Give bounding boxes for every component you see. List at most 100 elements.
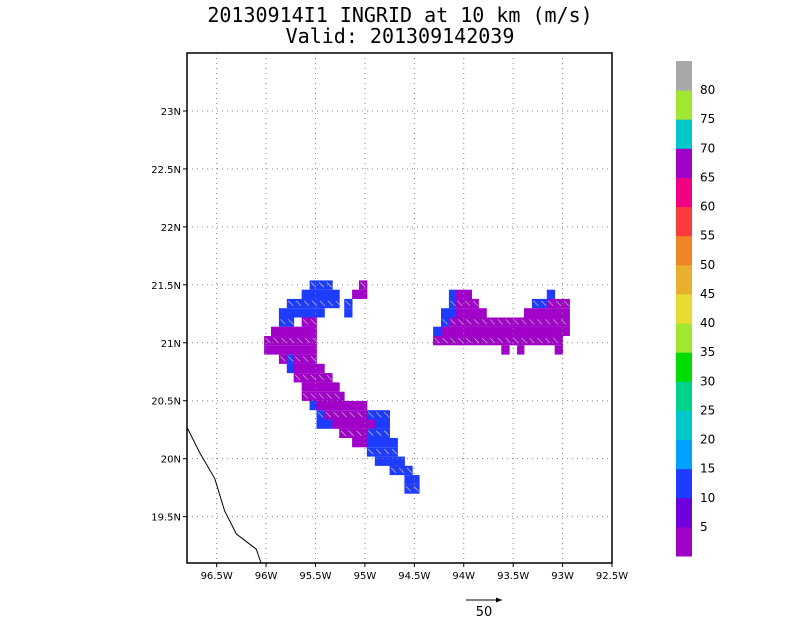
wind-cell bbox=[366, 447, 398, 457]
wind-arrow bbox=[442, 337, 448, 344]
wind-cell bbox=[433, 336, 563, 346]
wind-cell bbox=[554, 345, 563, 355]
wind-cell bbox=[517, 345, 525, 355]
wind-arrow bbox=[310, 282, 317, 288]
colorbar-segment bbox=[676, 381, 692, 411]
wind-cell bbox=[441, 308, 457, 318]
wind-arrow bbox=[310, 374, 317, 381]
colorbar-label: 45 bbox=[700, 287, 715, 301]
colorbar-label: 70 bbox=[700, 141, 715, 155]
wind-arrow bbox=[465, 337, 472, 344]
y-tick-label: 21N bbox=[161, 339, 181, 350]
wind-arrow bbox=[319, 300, 326, 307]
wind-cell bbox=[339, 428, 368, 438]
wind-arrow bbox=[375, 430, 382, 436]
wind-arrow bbox=[326, 393, 333, 399]
wind-arrow bbox=[375, 448, 382, 455]
wind-arrow bbox=[281, 337, 287, 344]
colorbar-segment bbox=[676, 439, 692, 470]
wind-arrow bbox=[383, 430, 390, 436]
wind-cell bbox=[448, 317, 570, 327]
wind-arrow bbox=[406, 467, 413, 474]
wind-cell bbox=[278, 308, 325, 318]
wind-arrow bbox=[341, 411, 347, 418]
wind-cell bbox=[286, 363, 295, 374]
wind-cell bbox=[455, 289, 472, 299]
wind-arrow bbox=[541, 300, 547, 307]
wind-arrow bbox=[289, 337, 295, 344]
colorbar-label: 30 bbox=[700, 374, 715, 388]
wind-arrow bbox=[294, 356, 301, 362]
wind-arrow bbox=[552, 319, 559, 325]
colorbar-label: 55 bbox=[700, 229, 715, 243]
wind-cell bbox=[546, 298, 563, 309]
wind-cell bbox=[352, 289, 368, 299]
wind-arrow bbox=[552, 337, 559, 344]
wind-arrow bbox=[295, 300, 302, 307]
wind-cell bbox=[301, 317, 317, 327]
colorbar-segment bbox=[676, 235, 692, 266]
x-tick-label: 94.5W bbox=[398, 571, 430, 582]
colorbar-segment bbox=[676, 526, 692, 557]
wind-arrow bbox=[481, 337, 488, 344]
wind-cell bbox=[374, 456, 405, 466]
wind-arrow bbox=[280, 319, 286, 325]
plot-frame bbox=[186, 52, 613, 564]
reference-vector-arrowhead bbox=[496, 597, 502, 603]
wind-arrow bbox=[497, 319, 504, 325]
wind-arrow bbox=[383, 411, 390, 418]
x-tick-label: 93W bbox=[551, 571, 574, 582]
wind-arrow bbox=[302, 393, 309, 399]
wind-cell bbox=[344, 308, 353, 318]
wind-cell bbox=[332, 419, 376, 429]
colorbar-segment bbox=[676, 497, 692, 528]
colorbar-label: 80 bbox=[700, 83, 715, 97]
wind-cell bbox=[546, 289, 556, 299]
x-tick-label: 96W bbox=[255, 571, 278, 582]
wind-cell bbox=[286, 298, 340, 309]
lat-lon-grid bbox=[187, 53, 612, 563]
wind-arrow bbox=[318, 282, 325, 288]
colorbar-label: 75 bbox=[700, 112, 715, 126]
y-tick-label: 20N bbox=[161, 455, 181, 466]
wind-arrow bbox=[513, 337, 519, 344]
wind-arrow bbox=[489, 319, 496, 325]
wind-arrow bbox=[545, 337, 551, 344]
wind-arrow bbox=[356, 430, 362, 436]
wind-cell bbox=[366, 438, 398, 448]
wind-arrow bbox=[357, 411, 363, 418]
wind-arrow bbox=[489, 337, 496, 344]
wind-arrow bbox=[326, 374, 333, 381]
wind-cell bbox=[316, 419, 333, 429]
wind-arrow bbox=[464, 300, 471, 307]
wind-arrow bbox=[413, 486, 420, 492]
wind-cell bbox=[433, 326, 442, 336]
wind-cell bbox=[264, 336, 317, 346]
colorbar-segment bbox=[676, 264, 692, 295]
wind-arrow bbox=[547, 300, 554, 307]
y-axis-ticks: 19.5N 20N 20.5N 21N 21.5N 22N 22.5N 23N bbox=[151, 107, 187, 524]
x-tick-label: 93.5W bbox=[497, 571, 529, 582]
wind-arrow bbox=[310, 356, 317, 362]
wind-cell bbox=[455, 308, 487, 318]
wind-arrow bbox=[450, 337, 456, 344]
x-tick-label: 94W bbox=[452, 571, 475, 582]
x-tick-label: 95.5W bbox=[299, 571, 331, 582]
wind-arrow bbox=[472, 300, 479, 307]
wind-arrow bbox=[311, 300, 318, 307]
chart-title: 20130914I1 INGRID at 10 km (m/s) bbox=[207, 3, 593, 27]
wind-arrow bbox=[457, 300, 463, 307]
wind-arrow bbox=[334, 393, 340, 399]
colorbar-label: 65 bbox=[700, 171, 715, 185]
wind-cell bbox=[404, 475, 420, 485]
wind-cell bbox=[531, 298, 548, 309]
colorbar-segment bbox=[676, 119, 692, 149]
wind-cell bbox=[271, 326, 317, 336]
wind-arrow bbox=[327, 300, 334, 307]
wind-arrow bbox=[345, 300, 351, 307]
colorbar-segment bbox=[676, 90, 692, 120]
wind-arrow bbox=[521, 319, 527, 325]
wind-arrow bbox=[288, 319, 294, 325]
wind-arrow bbox=[383, 448, 390, 455]
reference-vector-label: 50 bbox=[476, 605, 493, 618]
